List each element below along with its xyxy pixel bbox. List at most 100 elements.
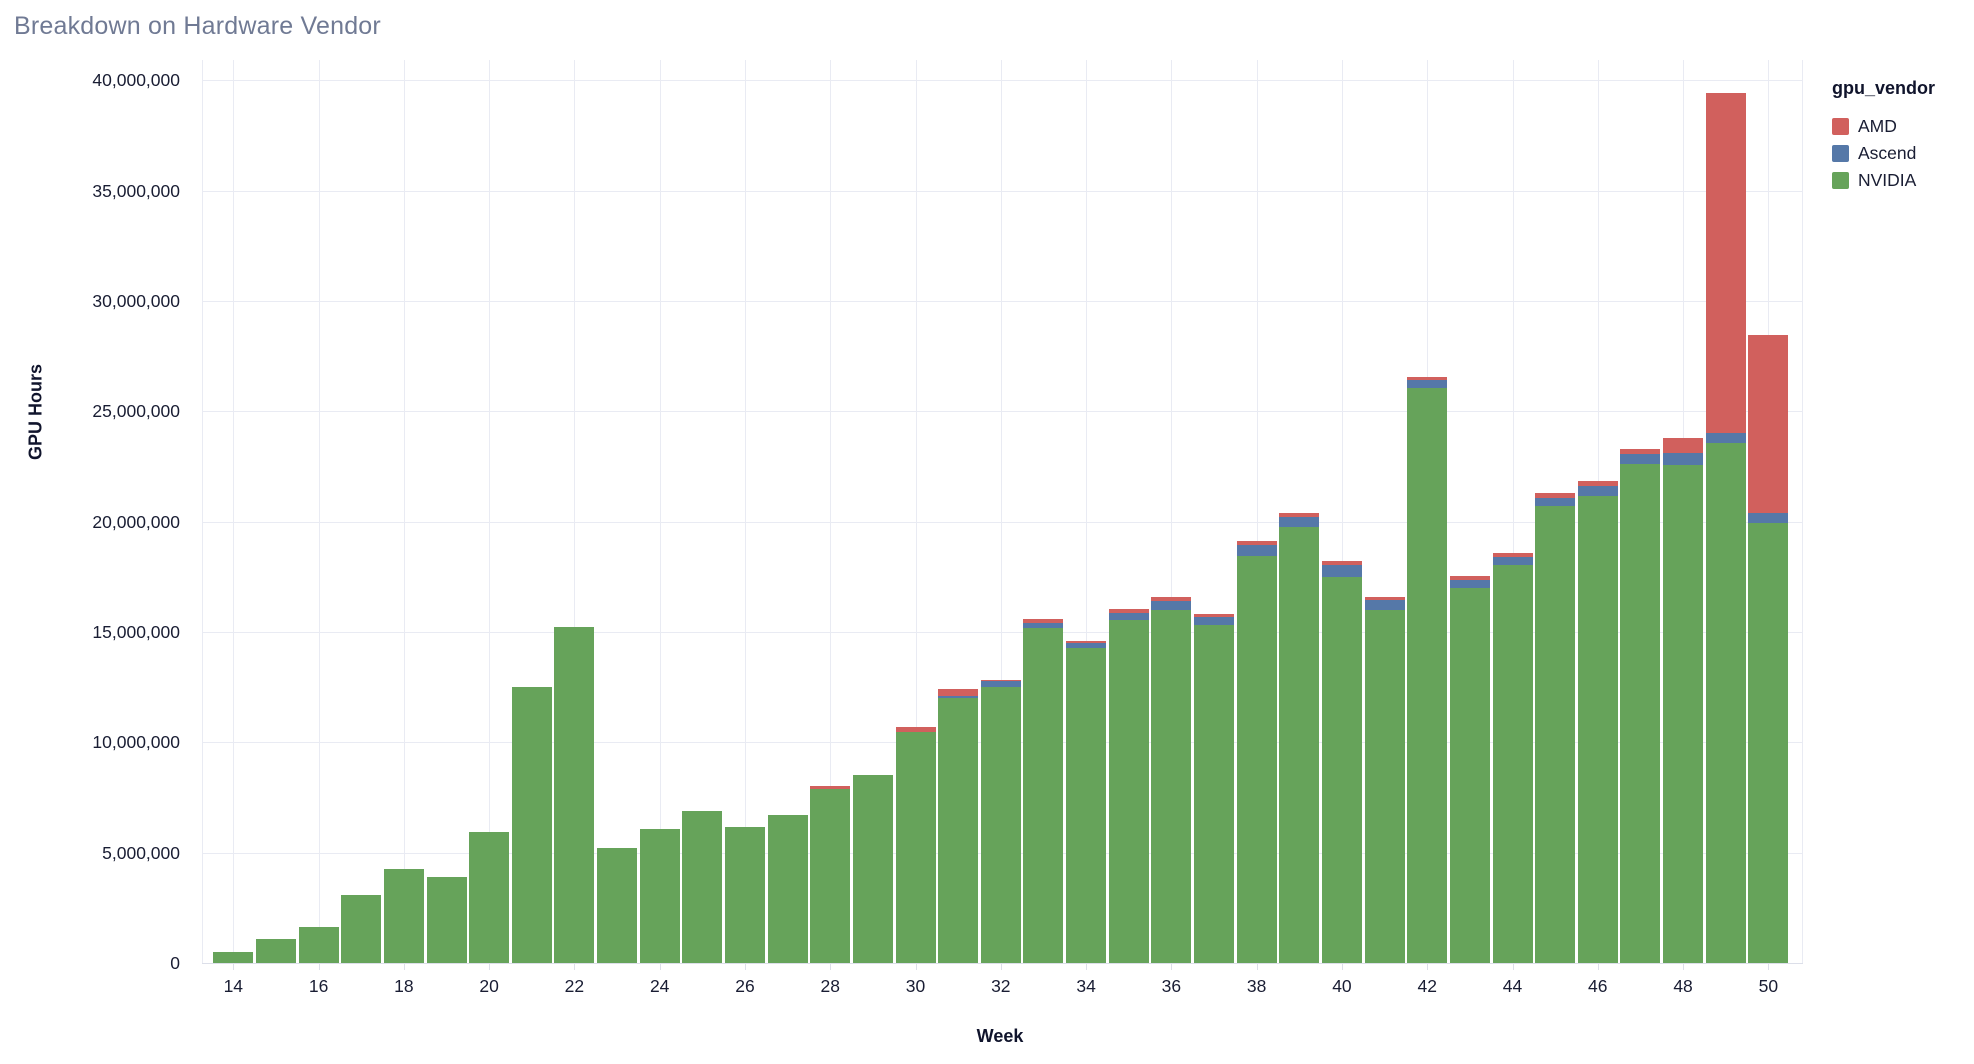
plot-edge-line <box>1802 60 1803 963</box>
legend-item-label: NVIDIA <box>1858 170 1917 190</box>
x-tick-mark <box>1512 964 1514 970</box>
bar-week-41-nvidia <box>1364 609 1405 963</box>
x-tick-label: 20 <box>479 976 499 996</box>
bar-week-43-nvidia <box>1449 587 1490 963</box>
bar-week-49-ascend <box>1705 432 1746 444</box>
x-tick-label: 48 <box>1673 976 1693 996</box>
y-tick-label: 0 <box>170 953 180 973</box>
gridline-vertical <box>1256 60 1258 963</box>
x-tick-mark <box>1768 964 1770 970</box>
bar-week-38-nvidia <box>1236 555 1277 963</box>
bar-week-42-nvidia <box>1407 388 1448 963</box>
gridline-horizontal <box>202 631 1803 633</box>
x-tick-mark <box>1341 964 1343 970</box>
x-tick-label: 42 <box>1417 976 1437 996</box>
bar-week-48-nvidia <box>1663 465 1704 963</box>
gridline-horizontal <box>202 411 1803 413</box>
bar-week-33-nvidia <box>1023 628 1064 963</box>
bar-week-30-amd <box>895 727 936 732</box>
bar-week-16-nvidia <box>298 926 339 963</box>
bar-week-30-nvidia <box>895 731 936 963</box>
gridline-vertical <box>403 60 405 963</box>
bar-week-19-nvidia <box>426 876 467 963</box>
bar-week-40-nvidia <box>1321 577 1362 963</box>
bar-week-34-nvidia <box>1066 648 1107 963</box>
chart-title: Breakdown on Hardware Vendor <box>14 12 381 40</box>
gridline-vertical <box>830 60 832 963</box>
amd-color-swatch <box>1832 118 1849 135</box>
bar-week-38-ascend <box>1236 545 1277 556</box>
x-tick-label: 26 <box>735 976 755 996</box>
x-tick-label: 28 <box>820 976 840 996</box>
bar-week-39-ascend <box>1279 516 1320 527</box>
bar-week-44-ascend <box>1492 556 1533 566</box>
x-tick-mark <box>744 964 746 970</box>
bar-week-50-amd <box>1748 335 1789 514</box>
bar-week-41-ascend <box>1364 599 1405 610</box>
x-tick-mark <box>1086 964 1088 970</box>
bar-week-46-amd <box>1577 481 1618 486</box>
legend-title: gpu_vendor <box>1832 78 1936 98</box>
gridline-vertical <box>1086 60 1088 963</box>
x-tick-label: 24 <box>649 976 670 996</box>
gridline-horizontal <box>202 190 1803 192</box>
bar-week-36-nvidia <box>1151 609 1192 963</box>
bar-week-43-amd <box>1449 576 1490 580</box>
bar-week-24-nvidia <box>639 829 680 963</box>
gridline-horizontal <box>202 80 1803 82</box>
x-tick-label: 18 <box>394 976 414 996</box>
gridline-vertical <box>1171 60 1173 963</box>
bar-week-49-nvidia <box>1705 443 1746 963</box>
bar-week-47-ascend <box>1620 453 1661 465</box>
legend-item-ascend: Ascend <box>1832 140 1935 167</box>
x-tick-label: 46 <box>1588 976 1608 996</box>
bar-week-35-nvidia <box>1108 620 1149 963</box>
x-tick-mark <box>233 964 235 970</box>
bar-week-31-amd <box>938 689 979 696</box>
bar-week-47-nvidia <box>1620 464 1661 963</box>
bar-week-50-ascend <box>1748 513 1789 523</box>
bar-week-44-amd <box>1492 552 1533 557</box>
plot-area <box>202 60 1803 970</box>
legend-item-nvidia: NVIDIA <box>1832 167 1935 194</box>
x-tick-label: 14 <box>223 976 244 996</box>
bar-week-35-ascend <box>1108 612 1149 621</box>
bar-week-37-amd <box>1194 613 1235 617</box>
bar-week-45-amd <box>1535 493 1576 498</box>
bar-week-15-nvidia <box>255 939 296 963</box>
gridline-vertical <box>233 60 235 963</box>
x-tick-label: 44 <box>1502 976 1523 996</box>
bar-week-29-nvidia <box>852 774 893 963</box>
bar-week-14-nvidia <box>213 951 254 963</box>
bar-week-32-nvidia <box>980 687 1021 963</box>
bar-week-32-amd <box>980 680 1021 681</box>
x-tick-mark <box>489 964 491 970</box>
bar-week-49-amd <box>1705 93 1746 433</box>
gridline-vertical <box>489 60 491 963</box>
x-tick-label: 16 <box>308 976 329 996</box>
gridline-vertical <box>1341 60 1343 963</box>
bar-week-39-amd <box>1279 513 1320 517</box>
bar-week-27-nvidia <box>767 815 808 963</box>
nvidia-color-swatch <box>1832 172 1849 189</box>
bar-week-37-ascend <box>1194 616 1235 625</box>
plot-edge-line <box>202 60 203 963</box>
x-tick-mark <box>1000 964 1002 970</box>
x-tick-mark <box>830 964 832 970</box>
bar-week-31-ascend <box>938 695 979 699</box>
y-tick-label: 20,000,000 <box>92 511 180 532</box>
bar-week-33-ascend <box>1023 623 1064 629</box>
x-tick-mark <box>318 964 320 970</box>
y-tick-label: 35,000,000 <box>92 180 180 201</box>
bar-week-28-amd <box>810 786 851 790</box>
bar-week-48-ascend <box>1663 452 1704 466</box>
x-axis-title: Week <box>976 1026 1024 1046</box>
bar-week-32-ascend <box>980 680 1021 688</box>
bar-week-45-nvidia <box>1535 506 1576 963</box>
bar-week-31-nvidia <box>938 698 979 963</box>
bar-week-17-nvidia <box>341 895 382 963</box>
gridline-vertical <box>1512 60 1514 963</box>
bar-week-28-nvidia <box>810 789 851 963</box>
x-tick-mark <box>1597 964 1599 970</box>
y-tick-label: 15,000,000 <box>92 621 180 642</box>
